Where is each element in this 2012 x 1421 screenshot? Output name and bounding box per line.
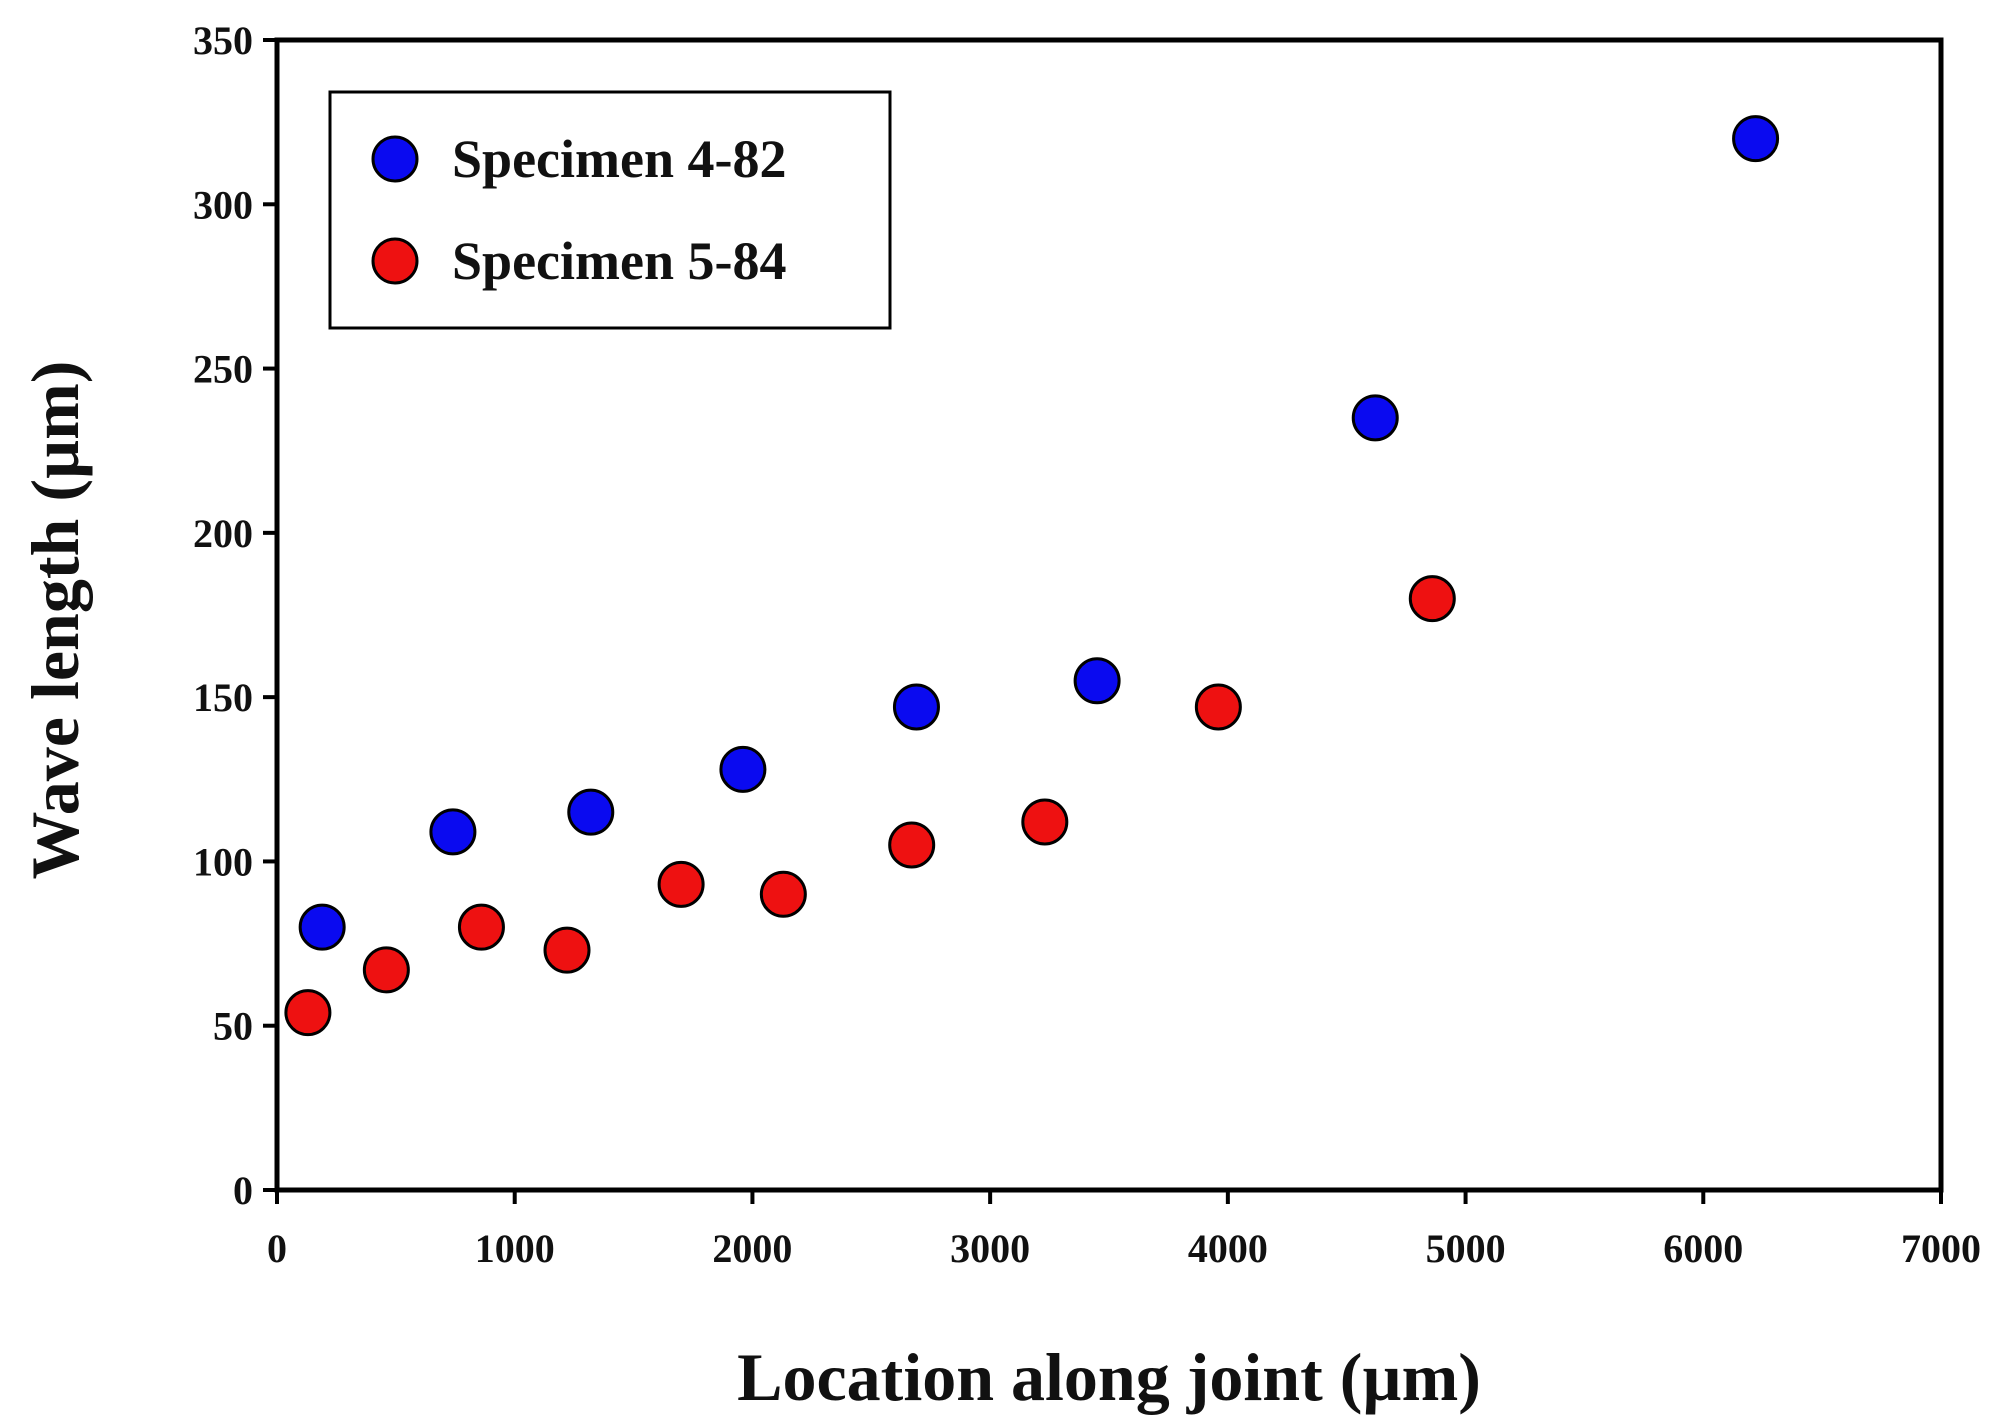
y-tick-label: 100 <box>193 839 253 884</box>
y-tick-label: 250 <box>193 347 253 392</box>
legend-marker-specimen-5-84 <box>371 237 419 285</box>
point-specimen-5-84 <box>1408 575 1456 623</box>
plot-frame <box>274 37 1944 1193</box>
y-tick-label: 350 <box>193 18 253 63</box>
legend: Specimen 4-82 Specimen 5-84 <box>328 90 892 330</box>
point-specimen-4-82 <box>1073 657 1121 705</box>
y-tick-label: 300 <box>193 182 253 227</box>
x-tick-label: 2000 <box>712 1226 792 1271</box>
point-specimen-4-82 <box>429 808 477 856</box>
x-tick-label: 5000 <box>1426 1226 1506 1271</box>
y-tick-label: 0 <box>233 1168 253 1213</box>
point-specimen-5-84 <box>543 926 591 974</box>
point-specimen-5-84 <box>284 989 332 1037</box>
legend-box <box>328 90 892 330</box>
point-specimen-4-82 <box>1732 115 1780 163</box>
y-tick-label: 200 <box>193 511 253 556</box>
x-tick-label: 6000 <box>1663 1226 1743 1271</box>
point-specimen-5-84 <box>457 903 505 951</box>
y-axis-title: Wave length (µm) <box>17 361 93 880</box>
point-specimen-5-84 <box>759 870 807 918</box>
y-tick-label: 50 <box>213 1004 253 1049</box>
x-axis: 0 1000 2000 3000 4000 5000 6000 7000 <box>267 1190 1981 1271</box>
legend-label-specimen-4-82: Specimen 4-82 <box>452 129 786 189</box>
point-specimen-5-84 <box>657 860 705 908</box>
point-specimen-5-84 <box>1021 798 1069 846</box>
point-specimen-4-82 <box>719 745 767 793</box>
point-specimen-5-84 <box>888 821 936 869</box>
x-tick-label: 1000 <box>475 1226 555 1271</box>
point-specimen-4-82 <box>298 903 346 951</box>
legend-marker-specimen-4-82 <box>371 135 419 183</box>
data-points <box>284 115 1780 1037</box>
x-tick-label: 3000 <box>950 1226 1030 1271</box>
y-tick-label: 150 <box>193 675 253 720</box>
x-tick-label: 4000 <box>1188 1226 1268 1271</box>
y-axis: 0 50 100 150 200 250 300 350 <box>193 18 277 1213</box>
point-specimen-4-82 <box>1351 394 1399 442</box>
x-axis-title: Location along joint (µm) <box>737 1339 1481 1415</box>
point-specimen-5-84 <box>362 946 410 994</box>
legend-label-specimen-5-84: Specimen 5-84 <box>452 231 786 291</box>
point-specimen-4-82 <box>567 788 615 836</box>
x-tick-label: 7000 <box>1901 1226 1981 1271</box>
point-specimen-4-82 <box>892 683 940 731</box>
point-specimen-5-84 <box>1194 683 1242 731</box>
x-tick-label: 0 <box>267 1226 287 1271</box>
